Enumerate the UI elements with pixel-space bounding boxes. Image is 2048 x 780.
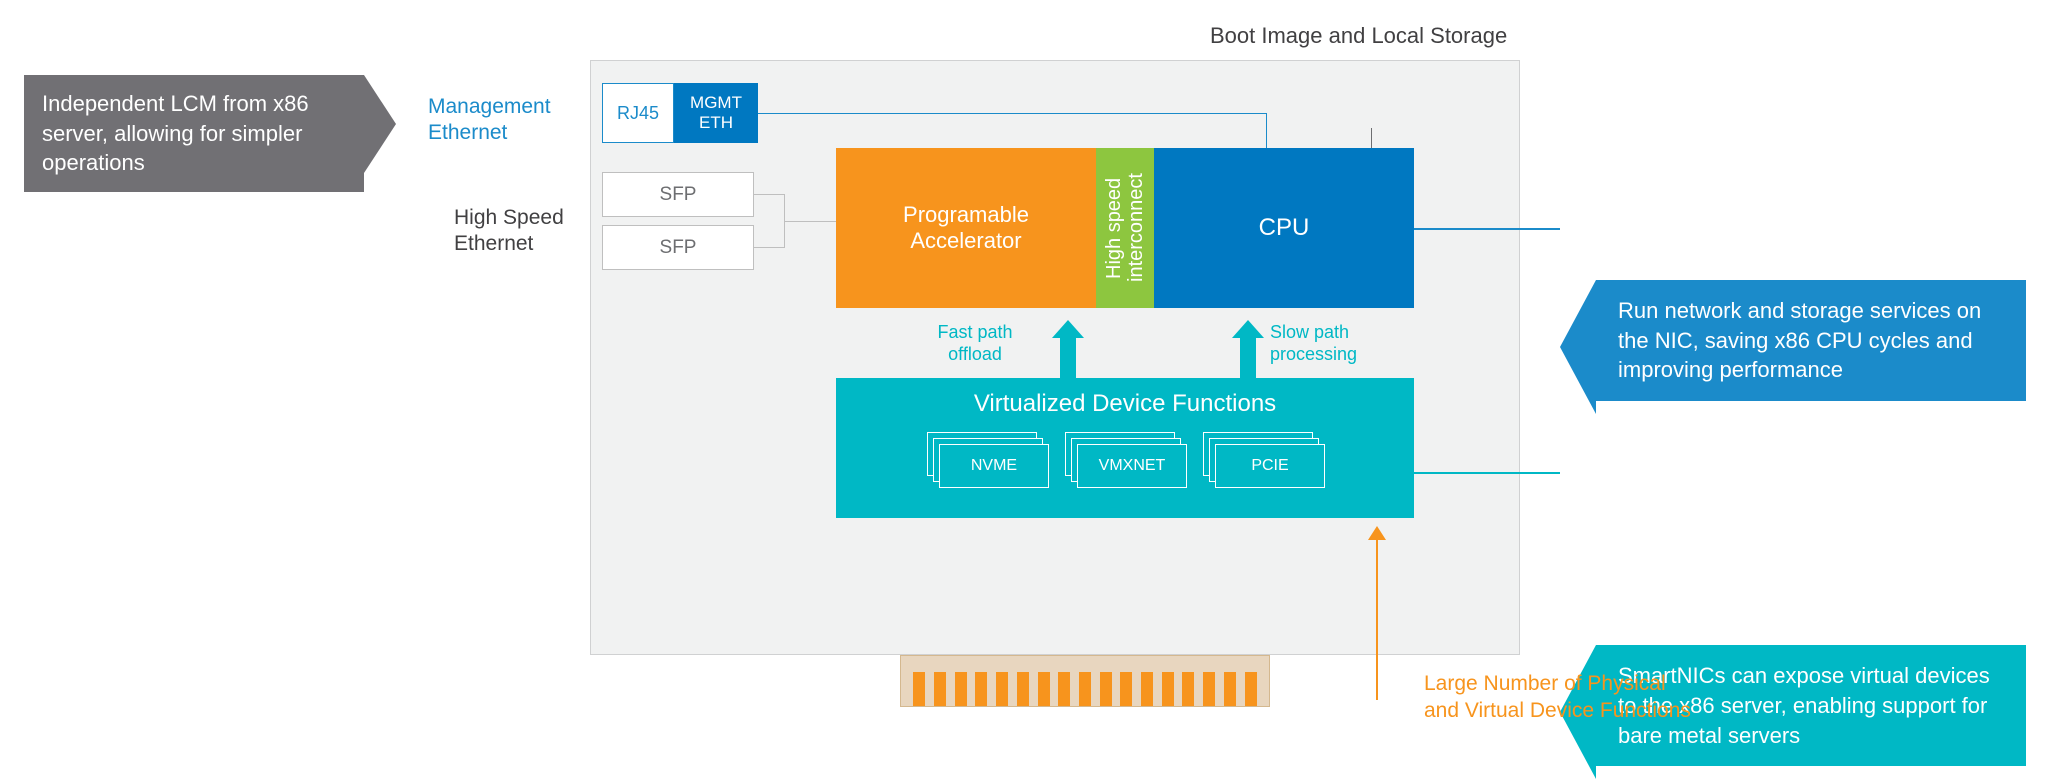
line — [1371, 128, 1372, 148]
box-cpu: CPU — [1154, 148, 1414, 308]
arrow-slow-path — [1232, 320, 1264, 378]
vdf-card: NVME — [927, 432, 1047, 486]
callout-cpu-offload: Run network and storage services on the … — [1596, 280, 2026, 401]
line — [754, 194, 784, 195]
line-mgmt — [1266, 113, 1267, 148]
mgmt-eth-text: MGMTETH — [690, 93, 742, 132]
line-mgmt — [758, 113, 1266, 114]
box-vdf: Virtualized Device Functions NVME VMXNET… — [836, 378, 1414, 518]
label-hs-ethernet: High Speed Ethernet — [454, 205, 584, 258]
vdf-card: PCIE — [1203, 432, 1323, 486]
arrow-devfn — [1368, 526, 1386, 540]
label-slow-path: Slow pathprocessing — [1270, 322, 1380, 365]
line — [784, 221, 836, 222]
box-sfp-2: SFP — [602, 225, 754, 270]
line-vdf-callout — [1414, 472, 1560, 474]
callout-lcm: Independent LCM from x86 server, allowin… — [24, 75, 364, 192]
box-rj45: RJ45 — [602, 83, 674, 143]
accelerator-text: ProgramableAccelerator — [903, 202, 1029, 254]
arrow-fast-path — [1052, 320, 1084, 378]
vdf-cards: NVME VMXNET PCIE — [836, 432, 1414, 486]
line-devfn — [1376, 536, 1378, 700]
vdf-title: Virtualized Device Functions — [836, 390, 1414, 418]
vdf-card: VMXNET — [1065, 432, 1185, 486]
box-accelerator: ProgramableAccelerator — [836, 148, 1096, 308]
box-interconnect: High speedinterconnect — [1096, 148, 1154, 308]
interconnect-text: High speedinterconnect — [1103, 174, 1147, 283]
label-fast-path: Fast pathoffload — [920, 322, 1030, 365]
pcie-connector — [900, 655, 1270, 707]
box-sfp-1: SFP — [602, 172, 754, 217]
diagram-title: Boot Image and Local Storage — [1210, 22, 1507, 50]
box-mgmt-eth: MGMTETH — [674, 83, 758, 143]
line-cpu-callout — [1414, 228, 1560, 230]
label-devfn: Large Number of Physicaland Virtual Devi… — [1424, 670, 1744, 725]
line — [754, 247, 784, 248]
label-mgmt-ethernet: Management Ethernet — [428, 94, 588, 147]
